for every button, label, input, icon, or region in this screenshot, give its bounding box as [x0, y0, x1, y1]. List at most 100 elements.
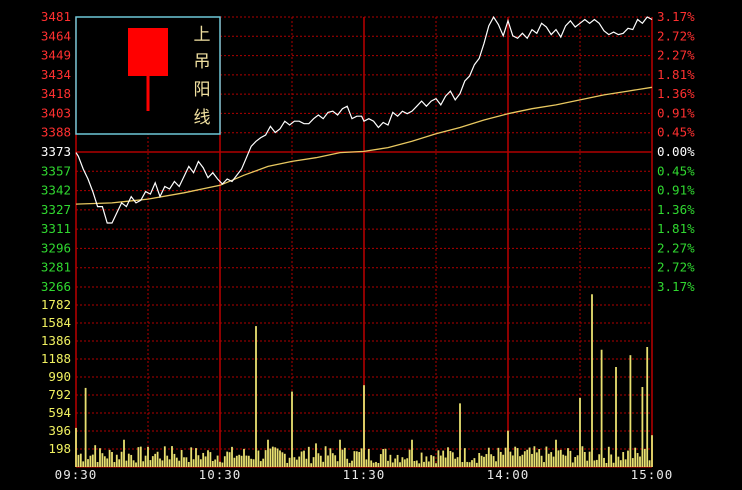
- volume-bar: [365, 459, 368, 467]
- volume-bar: [346, 458, 349, 467]
- volume-tick-label: 1188: [41, 351, 71, 366]
- volume-bar: [197, 455, 200, 467]
- volume-bar: [235, 455, 238, 467]
- volume-bar: [435, 463, 437, 467]
- volume-bar: [367, 449, 370, 467]
- volume-bar: [639, 456, 641, 467]
- volume-bar: [523, 451, 526, 467]
- volume-bar: [283, 453, 286, 467]
- volume-bar: [379, 454, 382, 467]
- percent-tick-label: 3.17%: [657, 9, 695, 24]
- price-tick-label: 3327: [41, 202, 71, 217]
- volume-bar: [499, 451, 502, 467]
- volume-bar: [636, 453, 639, 467]
- volume-bar: [125, 460, 128, 467]
- volume-bar: [427, 461, 430, 467]
- volume-bar: [420, 452, 423, 467]
- volume-bar: [555, 439, 557, 467]
- volume-bar: [528, 447, 531, 467]
- price-tick-label: 3373: [41, 144, 71, 159]
- volume-bar: [651, 435, 653, 467]
- price-tick-label: 3403: [41, 105, 71, 120]
- volume-bar: [113, 462, 116, 467]
- volume-bar: [387, 460, 389, 467]
- percent-tick-label: 1.81%: [657, 67, 695, 82]
- volume-bar: [574, 456, 577, 467]
- volume-bar: [591, 294, 593, 467]
- volume-bar: [322, 461, 325, 467]
- volume-bar: [502, 454, 505, 467]
- volume-bar: [240, 455, 243, 467]
- volume-bar: [77, 454, 80, 467]
- volume-bar: [475, 462, 478, 467]
- price-tick-label: 3388: [41, 125, 71, 140]
- percent-tick-label: 0.91%: [657, 105, 695, 120]
- volume-bar: [166, 455, 169, 467]
- volume-bar: [490, 454, 493, 467]
- volume-bar: [331, 453, 334, 467]
- volume-bar: [187, 461, 190, 467]
- volume-bar: [204, 456, 207, 467]
- volume-tick-label: 198: [48, 441, 71, 456]
- price-tick-label: 3434: [41, 67, 71, 82]
- time-tick-label: 09:30: [55, 467, 98, 482]
- price-tick-label: 3311: [41, 221, 71, 236]
- percent-tick-label: 0.45%: [657, 163, 695, 178]
- volume-bar: [75, 427, 77, 467]
- volume-bar: [257, 450, 260, 467]
- volume-bar: [341, 449, 344, 467]
- volume-bar: [535, 452, 538, 467]
- right-percent-axis: 3.17% 2.72% 2.27% 1.81% 1.36% 0.91% 0.45% 0.00%…: [657, 9, 695, 294]
- volume-bar: [533, 446, 536, 467]
- volume-bar: [317, 453, 320, 467]
- volume-bar: [612, 462, 615, 467]
- volume-bar: [449, 450, 452, 467]
- volume-bar: [581, 446, 584, 467]
- time-tick-label: 15:00: [631, 467, 674, 482]
- volume-bar: [562, 454, 565, 467]
- volume-bar: [142, 461, 145, 467]
- volume-bar: [607, 446, 610, 467]
- volume-tick-label: 1782: [41, 297, 71, 312]
- volume-bar: [413, 461, 416, 467]
- volume-bar: [576, 455, 579, 467]
- volume-bar: [375, 461, 377, 467]
- volume-bar: [319, 455, 322, 467]
- volume-bar: [185, 457, 188, 467]
- volume-bar: [363, 385, 365, 467]
- volume-bar: [163, 446, 166, 467]
- price-tick-label: 3296: [41, 240, 71, 255]
- candle-body-icon: [128, 28, 168, 76]
- volume-bar: [79, 453, 82, 467]
- time-tick-label: 14:00: [487, 467, 530, 482]
- volume-bar: [171, 446, 173, 467]
- volume-bar: [295, 459, 298, 467]
- volume-bar: [485, 454, 488, 467]
- volume-tick-label: 594: [48, 405, 71, 420]
- volume-bar: [348, 462, 351, 467]
- volume-bar: [432, 456, 435, 467]
- percent-tick-label: 0.45%: [657, 125, 695, 140]
- volume-bar: [334, 455, 337, 467]
- volume-bar: [288, 457, 291, 467]
- volume-bar: [115, 454, 118, 467]
- price-tick-label: 3449: [41, 48, 71, 63]
- percent-tick-label: 2.72%: [657, 260, 695, 275]
- volume-bar: [454, 458, 457, 467]
- volume-bar: [343, 447, 346, 467]
- volume-bar: [408, 449, 411, 467]
- volume-bar: [451, 452, 454, 467]
- volume-bar: [624, 459, 627, 467]
- volume-bar: [159, 458, 161, 467]
- volume-bar: [629, 355, 632, 467]
- volume-bar: [401, 457, 404, 467]
- volume-tick-label: 792: [48, 387, 71, 402]
- time-tick-label: 10:30: [199, 467, 242, 482]
- volume-bar: [641, 387, 644, 467]
- volume-bar: [622, 452, 625, 467]
- volume-bar: [588, 451, 591, 467]
- volume-bar: [487, 447, 490, 467]
- volume-bar: [384, 448, 387, 467]
- volume-bar: [377, 463, 380, 467]
- time-axis: 09:30 10:30 11:30 14:00 15:00: [55, 467, 674, 482]
